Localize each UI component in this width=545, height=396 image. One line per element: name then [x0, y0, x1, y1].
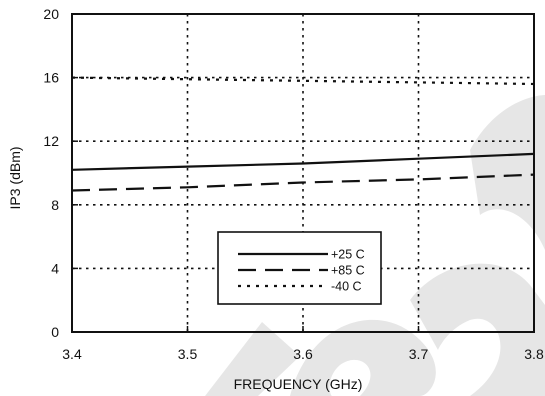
legend-box — [217, 231, 382, 305]
legend-label: -40 C — [331, 280, 362, 294]
series-line-85c — [71, 173, 535, 192]
legend-label: +25 C — [331, 248, 365, 262]
legend-label: +85 C — [331, 264, 365, 278]
x-tick-label: 3.6 — [293, 346, 313, 362]
y-tick-label: 8 — [51, 197, 59, 213]
x-tick-label: 3.4 — [62, 346, 82, 362]
series-lines — [71, 76, 535, 192]
y-tick-label: 4 — [51, 260, 59, 276]
watermark-stroke — [205, 322, 300, 396]
watermark-stroke — [290, 319, 436, 396]
y-axis-title: IP3 (dBm) — [7, 146, 23, 209]
x-axis-title: FREQUENCY (GHz) — [234, 376, 363, 392]
watermark — [205, 95, 545, 396]
watermark-stroke — [470, 95, 545, 250]
x-tick-label: 3.5 — [178, 346, 198, 362]
y-tick-label: 0 — [51, 324, 59, 340]
legend: +25 C +85 C -40 C — [217, 231, 382, 305]
y-tick-label: 12 — [43, 133, 59, 149]
y-tick-label: 20 — [43, 6, 59, 22]
x-axis-ticks: 3.4 3.5 3.6 3.7 3.8 — [62, 326, 544, 362]
series-line-25c — [71, 152, 535, 171]
y-axis-ticks: 0 4 8 12 16 20 — [43, 6, 78, 340]
watermark-stroke — [410, 263, 545, 396]
y-tick-label: 16 — [43, 70, 59, 86]
x-tick-label: 3.7 — [409, 346, 429, 362]
x-tick-label: 3.8 — [524, 346, 544, 362]
